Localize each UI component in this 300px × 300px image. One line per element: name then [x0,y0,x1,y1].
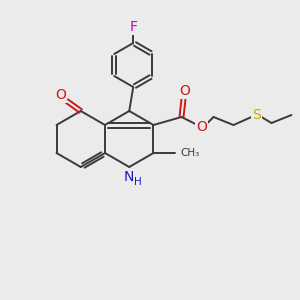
Text: N: N [124,170,134,184]
Text: CH₃: CH₃ [181,148,200,158]
Text: O: O [179,84,190,98]
Text: S: S [252,108,261,122]
Text: O: O [196,120,207,134]
Text: F: F [129,20,137,34]
Text: O: O [55,88,66,102]
Text: H: H [134,177,142,187]
